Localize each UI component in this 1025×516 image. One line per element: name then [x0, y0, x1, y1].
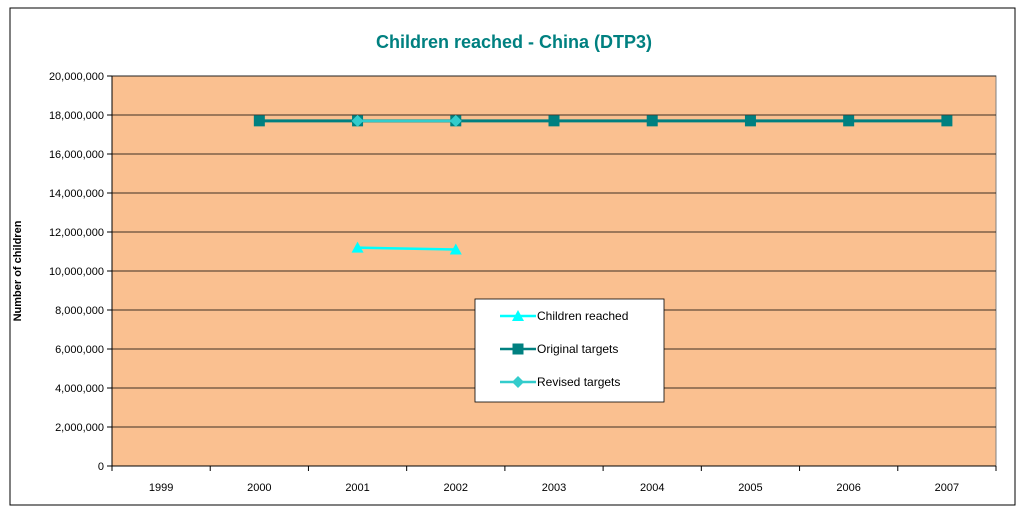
revised-targets-point [351, 114, 364, 127]
legend-item-original-targets: Original targets [500, 342, 618, 356]
original-targets-point [253, 115, 265, 127]
y-tick-label: 14,000,000 [49, 188, 104, 200]
legend-label: Revised targets [537, 375, 620, 389]
legend-marker [512, 343, 524, 355]
y-tick-label: 2,000,000 [55, 422, 104, 434]
y-axis-title: Number of children [12, 220, 24, 321]
legend-marker [512, 376, 524, 388]
original-targets-point [843, 115, 855, 127]
chart-title: Children reached - China (DTP3) [376, 32, 652, 52]
x-tick-label: 2004 [640, 482, 664, 494]
legend: Children reached Original targets Revised … [474, 298, 665, 403]
y-tick-label: 6,000,000 [55, 344, 104, 356]
revised-targets-point [449, 114, 462, 127]
x-tick-label: 2001 [345, 482, 369, 494]
x-tick-label: 2000 [247, 482, 271, 494]
y-tick-label: 0 [98, 461, 104, 473]
legend-label: Children reached [537, 309, 628, 323]
series-children-reached [351, 241, 462, 255]
y-tick-label: 12,000,000 [49, 227, 104, 239]
x-tick-label: 2006 [836, 482, 860, 494]
legend-item-revised-targets: Revised targets [500, 375, 620, 389]
x-tick-label: 1999 [149, 482, 173, 494]
x-tick-label: 2003 [542, 482, 566, 494]
original-targets-point [744, 115, 756, 127]
original-targets-point [548, 115, 560, 127]
children-reached-line [357, 246, 456, 251]
x-tick-label: 2007 [935, 482, 959, 494]
y-tick-label: 10,000,000 [49, 266, 104, 278]
x-tick-label: 2002 [444, 482, 468, 494]
children-reached-point [351, 241, 364, 253]
y-tick-label: 16,000,000 [49, 149, 104, 161]
children-reached-point [449, 243, 462, 255]
series-lines [253, 114, 953, 255]
y-tick-label: 18,000,000 [49, 110, 104, 122]
original-targets-point [941, 115, 953, 127]
axes: 0 2,000,000 4,000,000 6,000,000 8,000,000 10,… [49, 71, 997, 494]
original-targets-point [646, 115, 658, 127]
y-tick-label: 4,000,000 [55, 383, 104, 395]
legend-item-children-reached: Children reached [500, 309, 628, 323]
x-tick-label: 2005 [738, 482, 762, 494]
y-tick-label: 20,000,000 [49, 71, 104, 83]
legend-label: Original targets [537, 342, 618, 356]
series-revised-targets [351, 114, 462, 127]
legend-marker [512, 310, 524, 321]
y-tick-label: 8,000,000 [55, 305, 104, 317]
